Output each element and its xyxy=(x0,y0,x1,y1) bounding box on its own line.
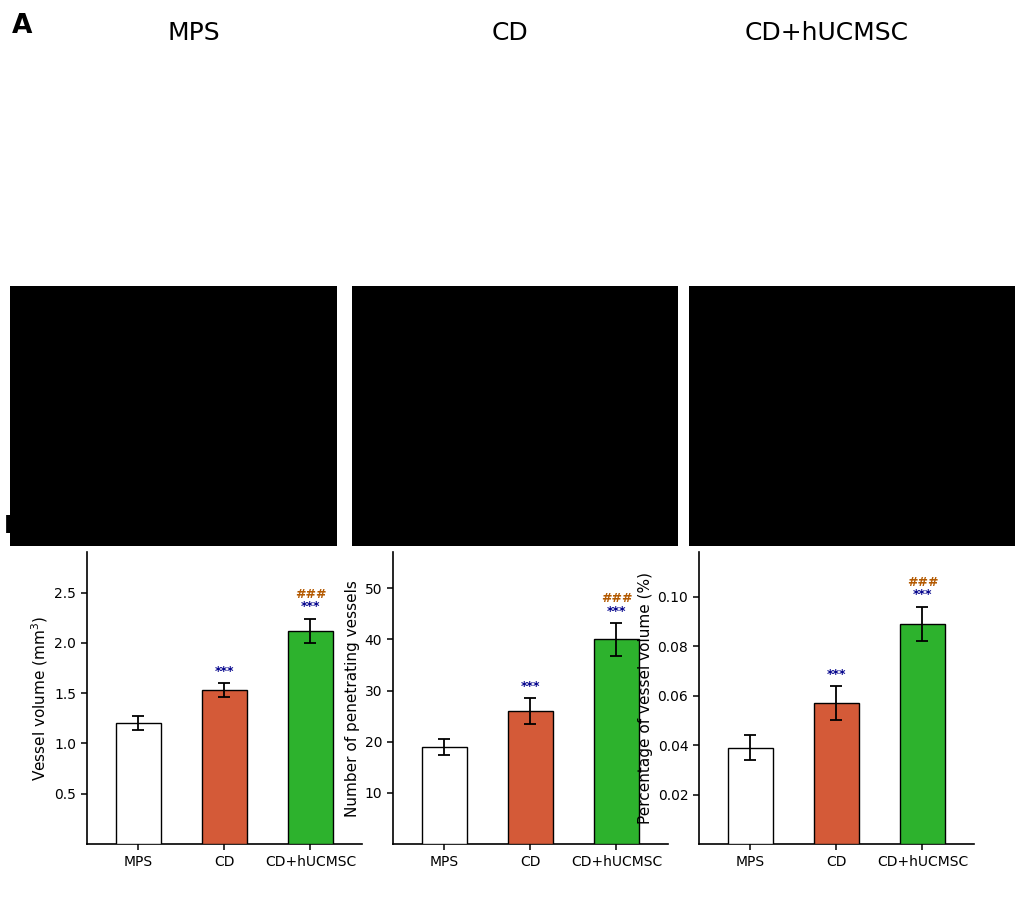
Bar xyxy=(593,639,638,844)
Text: ***: *** xyxy=(214,665,234,678)
Text: C: C xyxy=(310,514,327,538)
Bar xyxy=(422,747,467,844)
Bar xyxy=(10,286,336,546)
Bar xyxy=(116,724,161,844)
Text: D: D xyxy=(615,514,635,538)
Bar xyxy=(287,630,332,844)
Bar xyxy=(507,711,552,844)
Text: MPS: MPS xyxy=(167,21,220,45)
Text: B: B xyxy=(4,514,22,538)
Bar xyxy=(202,691,247,844)
Text: ###: ### xyxy=(294,587,326,601)
Bar xyxy=(352,286,678,546)
Y-axis label: Percentage of vessel volume (%): Percentage of vessel volume (%) xyxy=(638,572,653,824)
Bar xyxy=(10,27,336,269)
Bar xyxy=(813,703,858,844)
Text: ***: *** xyxy=(912,588,931,602)
Text: ***: *** xyxy=(606,604,626,618)
Text: ***: *** xyxy=(825,667,846,681)
Text: CD+hUCMSC: CD+hUCMSC xyxy=(744,21,907,45)
Y-axis label: Number of penetrating vessels: Number of penetrating vessels xyxy=(345,580,360,816)
Text: ###: ### xyxy=(600,592,632,605)
Bar xyxy=(899,624,944,844)
Bar xyxy=(728,748,772,844)
Text: ***: *** xyxy=(301,601,320,613)
Bar xyxy=(688,27,1014,269)
Text: A: A xyxy=(12,13,33,39)
Text: ###: ### xyxy=(906,576,937,588)
Bar xyxy=(688,286,1014,546)
Text: ***: *** xyxy=(520,680,540,693)
Bar xyxy=(352,27,678,269)
Text: CD: CD xyxy=(491,21,528,45)
Y-axis label: Vessel volume (mm$^3$): Vessel volume (mm$^3$) xyxy=(30,616,50,780)
